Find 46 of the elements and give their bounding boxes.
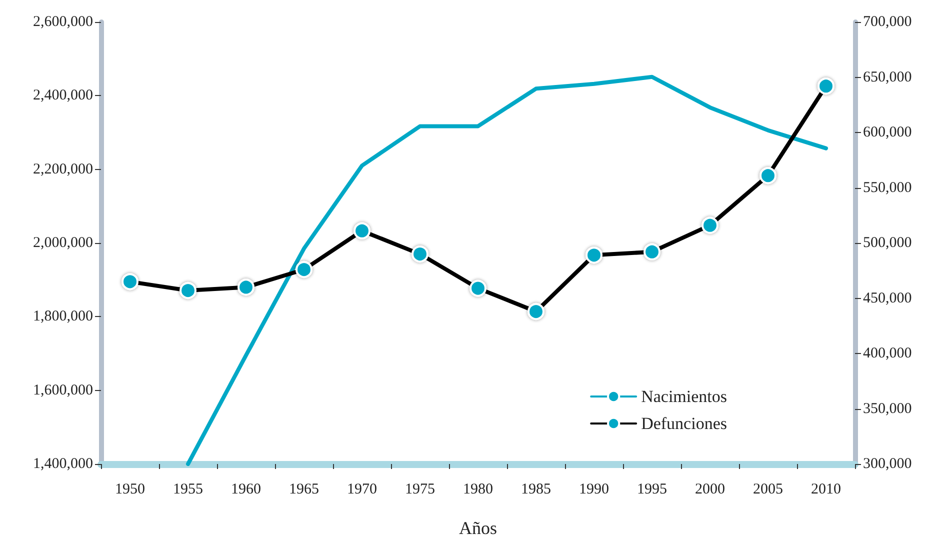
- y2-tick-label: 650,000: [863, 69, 912, 86]
- x-tick-label: 2010: [811, 482, 841, 498]
- legend-label: Nacimientos: [641, 387, 727, 406]
- point: [760, 167, 776, 184]
- y-tick-label: 2,400,000: [33, 88, 93, 104]
- x-tick-label: 1955: [173, 482, 203, 498]
- point: [412, 246, 428, 263]
- x-tick-label: 1990: [579, 482, 609, 498]
- x-tick-label: 1980: [463, 482, 493, 498]
- y-tick-label: 2,600,000: [33, 14, 93, 30]
- point: [296, 261, 312, 278]
- x-tick-label: 1970: [347, 482, 377, 498]
- point: [586, 246, 602, 264]
- point: [122, 273, 138, 290]
- x-tick-label: 1960: [231, 482, 261, 498]
- y-tick-label: 1,400,000: [33, 456, 93, 472]
- point: [644, 243, 660, 260]
- y2-tick-label: 450,000: [863, 290, 912, 306]
- point: [818, 78, 834, 95]
- point: [470, 280, 486, 297]
- y2-tick-label: 700,000: [863, 14, 912, 30]
- x-tick-label: 1950: [115, 482, 145, 498]
- x-tick-label: 2000: [695, 482, 725, 498]
- line-series: [186, 74, 828, 466]
- x-tick-label: 2005: [753, 482, 783, 498]
- y-tick-label: 2,200,000: [33, 161, 93, 178]
- y2-tick-label: 600,000: [863, 124, 912, 140]
- point: [238, 278, 254, 296]
- x-tick-label: 1995: [637, 482, 667, 498]
- x-tick-label: 1965: [289, 482, 319, 498]
- x-tick-label: 1975: [405, 482, 435, 498]
- point: [180, 282, 196, 300]
- y2-tick-label: 500,000: [863, 235, 912, 251]
- y-tick-label: 1,600,000: [33, 382, 93, 398]
- x-tick-label: 1985: [521, 482, 551, 498]
- legend-label: Defunciones: [641, 414, 727, 433]
- y2-tick-label: 400,000: [863, 346, 912, 362]
- point: [702, 216, 718, 234]
- y-tick-label: 2,000,000: [33, 235, 93, 251]
- x-axis-title: Años: [458, 518, 498, 538]
- point: [354, 222, 370, 240]
- y2-tick-label: 300,000: [863, 456, 912, 472]
- point: [528, 303, 544, 320]
- y2-tick-label: 550,000: [863, 180, 912, 196]
- y-tick-label: 1,800,000: [33, 308, 93, 325]
- y2-tick-label: 350,000: [863, 400, 912, 417]
